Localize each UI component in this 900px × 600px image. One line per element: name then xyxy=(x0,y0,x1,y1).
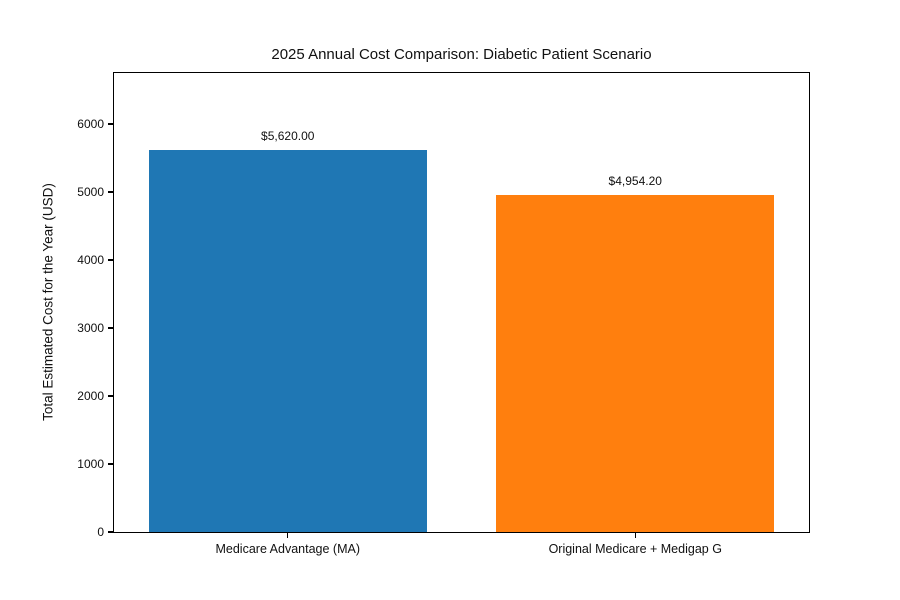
bar xyxy=(496,195,775,532)
y-tick-mark xyxy=(108,123,113,125)
y-tick-mark xyxy=(108,463,113,465)
x-tick-label: Medicare Advantage (MA) xyxy=(215,542,361,556)
y-tick-label: 2000 xyxy=(77,389,104,403)
y-tick-label: 6000 xyxy=(77,117,104,131)
y-tick-label: 0 xyxy=(97,525,104,539)
y-tick-label: 5000 xyxy=(77,185,104,199)
bar-value-label: $4,954.20 xyxy=(608,174,662,189)
plot-area: $5,620.00 $4,954.20 xyxy=(113,72,810,533)
y-tick-mark xyxy=(108,191,113,193)
bar xyxy=(148,149,427,532)
y-tick-label: 3000 xyxy=(77,321,104,335)
y-tick-mark xyxy=(108,259,113,261)
x-tick-label: Original Medicare + Medigap G xyxy=(548,542,722,556)
y-tick-mark xyxy=(108,531,113,533)
y-tick-label: 1000 xyxy=(77,457,104,471)
x-tick-mark xyxy=(634,533,636,538)
chart-title: 2025 Annual Cost Comparison: Diabetic Pa… xyxy=(271,46,652,63)
y-tick-mark xyxy=(108,395,113,397)
y-axis-label: Total Estimated Cost for the Year (USD) xyxy=(40,183,56,421)
x-tick-mark xyxy=(287,533,289,538)
bar-value-label: $5,620.00 xyxy=(261,128,315,143)
y-tick-mark xyxy=(108,327,113,329)
y-tick-label: 4000 xyxy=(77,253,104,267)
